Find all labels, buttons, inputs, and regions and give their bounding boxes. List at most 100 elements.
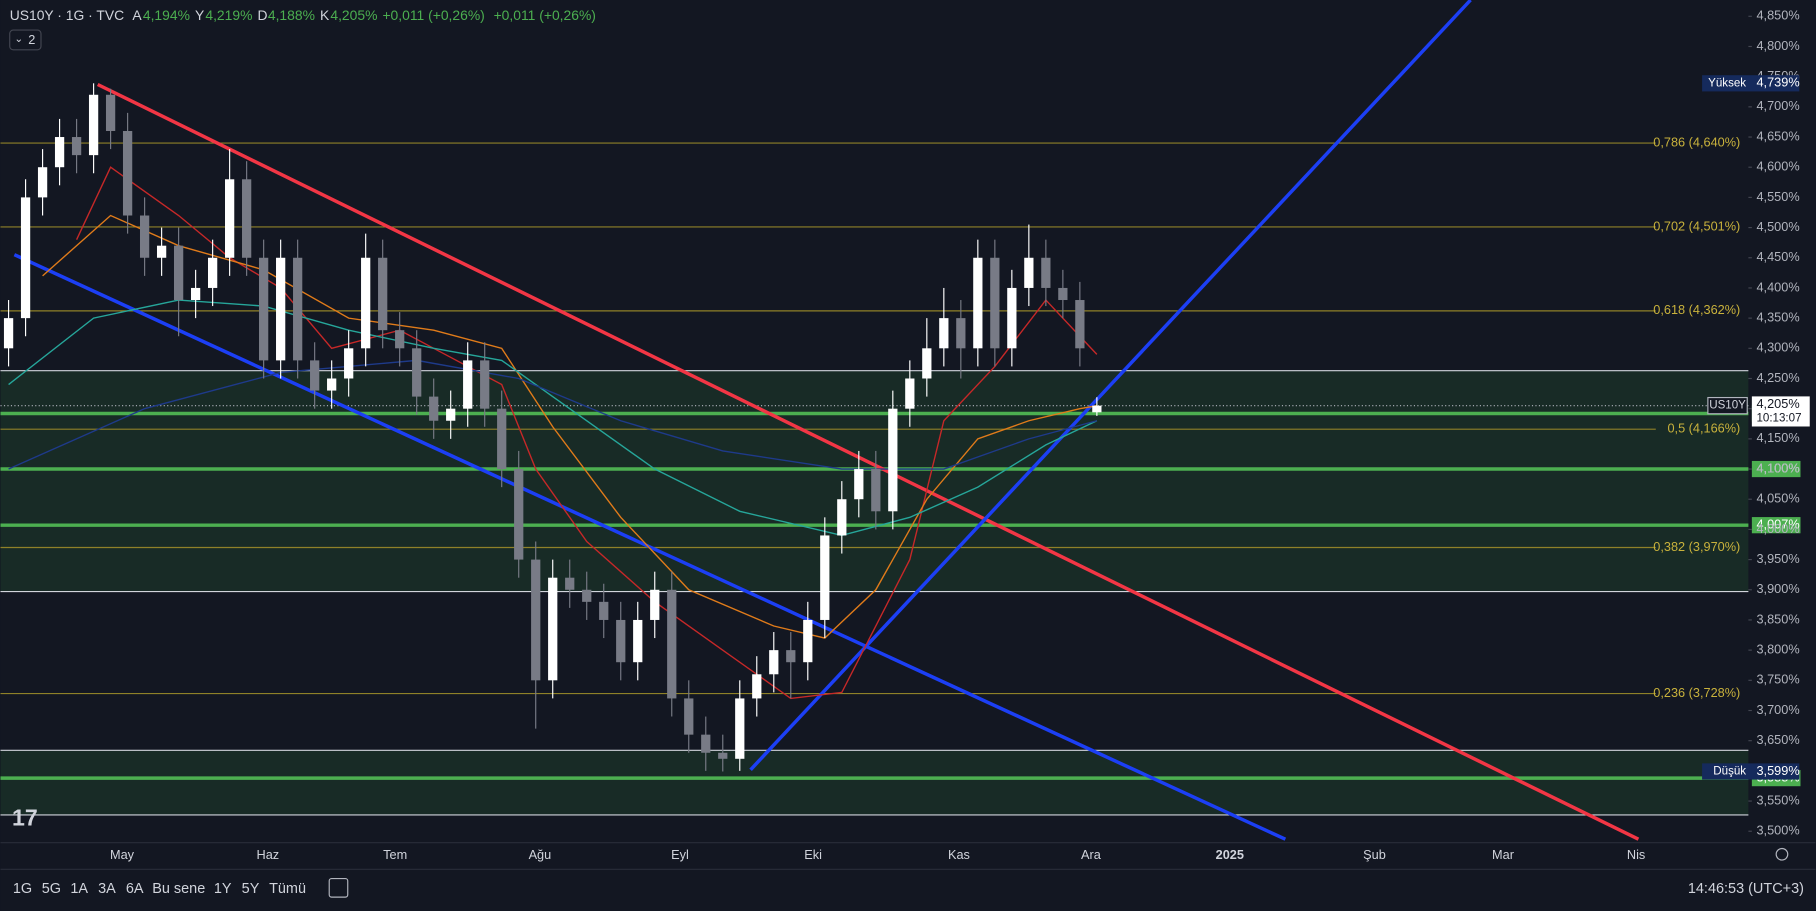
x-tick-label: Eki [804,847,822,862]
x-tick-label: Mar [1492,847,1515,862]
moving-average [42,214,1097,639]
range-button[interactable]: 5Y [242,881,260,897]
ohlc-key: A [132,7,142,23]
ohlc-key: K [320,7,330,23]
candle-body [701,734,711,753]
candle-body [208,257,218,288]
candle-body [650,589,660,620]
range-button[interactable]: 1A [70,881,88,897]
y-tick-label: 4,250% [1756,370,1799,385]
candle-body [173,245,184,301]
candle-body [190,287,201,301]
settings-icon[interactable] [1775,847,1789,861]
candle-body [990,257,1000,349]
y-tick-label: 3,550% [1756,792,1799,807]
candle-body [956,318,966,349]
candle-body [242,179,252,258]
last-value: 4,205% [1756,396,1799,411]
candle-body [820,535,830,620]
candle-body [684,698,694,735]
range-button[interactable]: 1Y [214,881,232,897]
y-tick-label: 3,700% [1756,702,1799,717]
fib-label: 0,786 (4,640%) [1653,134,1740,149]
candle-body [973,257,983,349]
countdown: 10:13:07 [1756,412,1801,424]
candle-body [361,257,371,349]
clock: 14:46:53 (UTC+3) [1688,881,1804,897]
candle-body [156,245,167,258]
change: +0,011 (+0,26%) [494,7,596,23]
indicator-count: 2 [28,32,35,47]
candle-body [88,94,99,156]
badge [1702,75,1800,92]
candle-body [1058,287,1068,301]
compare-icon[interactable] [328,878,349,898]
indicator-toggle[interactable] [9,29,42,51]
fib-label: 0,618 (4,362%) [1653,302,1740,317]
candle-body [1075,300,1085,349]
candle-body [786,650,796,663]
ohlc-key: D [257,7,267,23]
y-tick-label: 4,800% [1756,38,1799,53]
x-tick-label: Ara [1081,847,1102,862]
range-button[interactable]: 3A [98,881,116,897]
level-badge-text: 4,007% [1756,517,1799,532]
range-button[interactable]: 6A [126,881,144,897]
y-tick-label: 4,100% [1756,460,1799,475]
y-tick-label: 4,500% [1756,219,1799,234]
candle-body [616,619,626,663]
candle-body [854,469,864,500]
badge-value: 3,599% [1756,763,1799,778]
candle-body [1007,287,1017,349]
candle-body [871,469,881,512]
candle-body [752,674,762,699]
moving-average [8,359,1098,470]
chevron: ⌄ [14,34,23,45]
y-tick-label: 4,300% [1756,340,1799,355]
range-button[interactable]: Bu sene [152,881,205,897]
fib-label: 0,236 (3,728%) [1653,685,1740,700]
candle-body [327,378,337,391]
candle-body [735,698,745,759]
y-tick-label: 3,900% [1756,581,1799,596]
candle-body [480,360,490,409]
candle-body [565,577,575,590]
candle-body [37,167,48,198]
change: +0,011 (+0,26%) [382,7,484,23]
y-tick-label: 4,000% [1756,521,1799,536]
y-tick-label: 4,550% [1756,189,1799,204]
candle-body [105,94,116,131]
candle-body [888,408,898,512]
level-badge [1751,517,1801,534]
x-tick-label: Nis [1627,847,1645,862]
range-button[interactable]: 5G [42,881,61,897]
x-tick-label: Ağu [529,847,552,862]
y-tick-label: 4,650% [1756,128,1799,143]
candle-body [463,360,473,409]
x-tick-label: Şub [1363,847,1386,862]
ohlc-value: 4,219% [205,7,252,23]
candle-body [939,318,949,349]
y-tick-label: 4,150% [1756,430,1799,445]
last-symbol-box [1707,396,1748,415]
trendline [96,82,1640,841]
candle-body [446,408,456,421]
range-button[interactable]: 1G [13,881,32,897]
candle-body [310,360,320,391]
candle-body [1024,257,1034,288]
x-tick-label: Eyl [671,847,689,862]
candle-body [514,469,524,560]
moving-average [8,299,1098,537]
candle-body [54,137,65,168]
x-tick-label: Haz [257,847,280,862]
trendline [749,0,1472,771]
y-tick-label: 4,600% [1756,159,1799,174]
candle-body [276,257,286,361]
candle-body [71,137,82,156]
range-button[interactable]: Tümü [269,881,306,897]
fib-label: 0,5 (4,166%) [1667,421,1740,436]
candle-body [599,601,609,620]
candle-body [837,499,847,536]
candle-body [531,559,541,681]
